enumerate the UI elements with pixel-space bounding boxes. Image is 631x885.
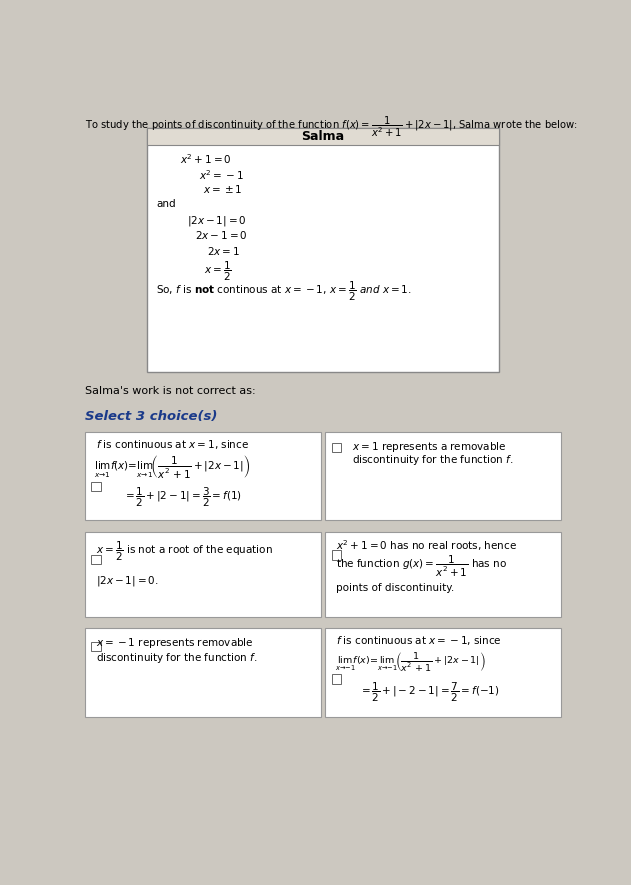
Text: and: and bbox=[156, 198, 176, 209]
Text: To study the points of discontinuity of the function $f(x) = \dfrac{1}{x^2+1} + : To study the points of discontinuity of … bbox=[85, 114, 578, 139]
Text: $\lim_{x\to 1}f(x)=\lim_{x\to 1}\!\left(\dfrac{1}{x^2+1}+|2x-1|\right)$: $\lim_{x\to 1}f(x)=\lim_{x\to 1}\!\left(… bbox=[95, 453, 251, 481]
Bar bbox=[85, 628, 321, 717]
Text: Salma's work is not correct as:: Salma's work is not correct as: bbox=[85, 386, 256, 396]
Text: $x^2+1=0$: $x^2+1=0$ bbox=[180, 152, 232, 166]
Text: the function $g(x)=\dfrac{1}{x^2+1}$ has no: the function $g(x)=\dfrac{1}{x^2+1}$ has… bbox=[336, 554, 507, 579]
Text: Select 3 choice(s): Select 3 choice(s) bbox=[85, 411, 218, 423]
Text: $x=\dfrac{1}{2}$ is not a root of the equation: $x=\dfrac{1}{2}$ is not a root of the eq… bbox=[96, 540, 273, 563]
Bar bbox=[91, 555, 100, 565]
Bar bbox=[85, 432, 321, 520]
Text: points of discontinuity.: points of discontinuity. bbox=[336, 583, 454, 593]
Bar bbox=[326, 628, 561, 717]
Text: Salma: Salma bbox=[302, 130, 345, 142]
Bar bbox=[331, 442, 341, 452]
Bar bbox=[85, 532, 321, 617]
Text: So, $f$ is $\mathbf{not}$ continous at $x=-1$, $x=\dfrac{1}{2}$ $\mathit{and}$ $: So, $f$ is $\mathbf{not}$ continous at $… bbox=[156, 281, 412, 304]
Text: $=\dfrac{1}{2}+|2-1|=\dfrac{3}{2}=f(1)$: $=\dfrac{1}{2}+|2-1|=\dfrac{3}{2}=f(1)$ bbox=[123, 486, 242, 509]
Text: $x=1$ represents a removable: $x=1$ represents a removable bbox=[353, 440, 507, 454]
Text: $2x-1=0$: $2x-1=0$ bbox=[195, 229, 248, 242]
Bar bbox=[326, 532, 561, 617]
Text: $|2x-1|=0$: $|2x-1|=0$ bbox=[187, 214, 247, 228]
Bar bbox=[147, 127, 499, 372]
Bar bbox=[331, 674, 341, 684]
Text: $2x=1$: $2x=1$ bbox=[207, 245, 240, 257]
Text: discontinuity for the function $f$.: discontinuity for the function $f$. bbox=[96, 651, 257, 666]
Bar bbox=[147, 127, 499, 145]
Text: $x^2=-1$: $x^2=-1$ bbox=[199, 168, 244, 181]
Bar bbox=[331, 550, 341, 559]
Bar bbox=[91, 643, 100, 651]
Bar bbox=[91, 482, 100, 491]
Bar bbox=[326, 432, 561, 520]
Text: $f$ is continuous at $x=-1$, since: $f$ is continuous at $x=-1$, since bbox=[336, 635, 502, 648]
Text: $|2x-1|=0.$: $|2x-1|=0.$ bbox=[96, 574, 158, 589]
Text: discontinuity for the function $f$.: discontinuity for the function $f$. bbox=[353, 453, 514, 467]
Text: $f$ is continuous at $x=1$, since: $f$ is continuous at $x=1$, since bbox=[96, 438, 249, 451]
Text: $x=\dfrac{1}{2}$: $x=\dfrac{1}{2}$ bbox=[204, 260, 232, 283]
Text: $\lim_{x\to -1}\!f(x)=\lim_{x\to -1}\!\left(\dfrac{1}{x^2+1}+|2x-1|\right)$: $\lim_{x\to -1}\!f(x)=\lim_{x\to -1}\!\l… bbox=[334, 650, 485, 673]
Text: $x=\pm 1$: $x=\pm 1$ bbox=[203, 183, 242, 196]
Text: $x=-1$ represents removable: $x=-1$ represents removable bbox=[96, 636, 254, 650]
Text: $x^2+1=0$ has no real roots, hence: $x^2+1=0$ has no real roots, hence bbox=[336, 538, 517, 553]
Text: $=\dfrac{1}{2}+|-2-1|=\dfrac{7}{2}=f(-1)$: $=\dfrac{1}{2}+|-2-1|=\dfrac{7}{2}=f(-1)… bbox=[360, 681, 500, 704]
